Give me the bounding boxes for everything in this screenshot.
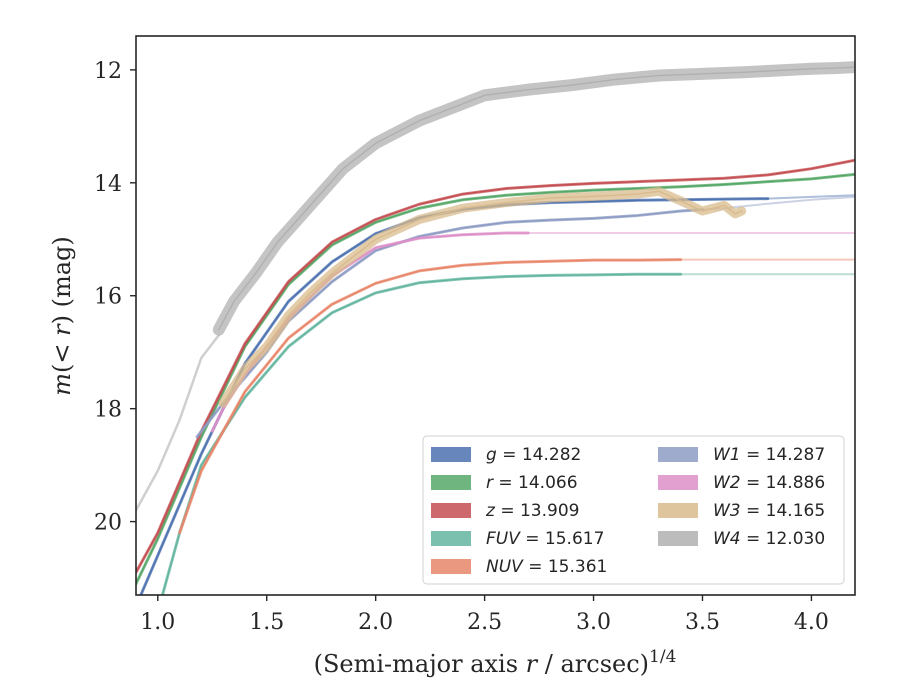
legend-item-w3: W3 = 14.165 <box>658 501 825 521</box>
x-tick-label: 1.0 <box>140 610 175 635</box>
x-tick-label: 2.5 <box>467 610 502 635</box>
legend-swatch <box>658 475 698 490</box>
series-w4 <box>212 61 855 336</box>
legend-label: FUV = 15.617 <box>486 529 604 549</box>
series-nuv-line <box>178 258 682 534</box>
legend-label: g = 14.282 <box>486 445 581 465</box>
legend-label: NUV = 15.361 <box>486 557 607 577</box>
legend-item-w2: W2 = 14.886 <box>658 473 825 493</box>
legend-swatch <box>431 475 471 490</box>
series-g-extrapolated-line <box>766 194 855 200</box>
legend-item-fuv: FUV = 15.617 <box>431 529 604 549</box>
legend-swatch <box>431 531 471 546</box>
plot-frame <box>135 35 856 596</box>
x-tick-label: 3.5 <box>685 610 720 635</box>
series-w4-line <box>218 66 855 331</box>
series-nuv <box>178 258 855 535</box>
x-axis-title: (Semi-major axis r / arcsec)1/4 <box>314 647 677 678</box>
series-w4-inner-line <box>136 334 221 512</box>
legend-label: W3 = 14.165 <box>713 501 825 521</box>
legend-swatch <box>431 447 471 462</box>
x-tick-label: 1.5 <box>249 610 284 635</box>
legend-label: W4 = 12.030 <box>713 529 825 549</box>
x-axis-ticks: 1.0 1.5 2.0 2.5 3.0 3.5 4.0 <box>140 595 829 635</box>
legend-swatch <box>431 503 471 518</box>
legend-swatch <box>431 559 471 574</box>
series-w1-line <box>196 208 704 438</box>
y-axis-title: m(< r) (mag) <box>48 236 76 396</box>
legend-item-z: z = 13.909 <box>431 501 579 521</box>
legend-label: W1 = 14.287 <box>713 445 825 465</box>
legend: g = 14.282 r = 14.066 z = 13.909 FUV = 15.6… <box>422 435 845 585</box>
x-tick-label: 2.0 <box>358 610 393 635</box>
legend-frame <box>422 435 845 585</box>
legend-label: z = 13.909 <box>485 501 579 521</box>
legend-swatch <box>658 531 698 546</box>
series-z <box>136 158 855 574</box>
legend-swatch <box>658 503 698 518</box>
legend-item-r: r = 14.066 <box>431 473 578 493</box>
legend-label: W2 = 14.886 <box>713 473 825 493</box>
legend-item-nuv: NUV = 15.361 <box>431 557 607 577</box>
y-tick-label: 14 <box>94 172 122 197</box>
series-w3 <box>218 186 747 408</box>
x-tick-label: 4.0 <box>794 610 829 635</box>
y-tick-label: 20 <box>94 511 122 536</box>
y-tick-label: 12 <box>94 59 122 84</box>
y-tick-label: 16 <box>94 285 122 310</box>
y-axis-ticks: 12 14 16 18 20 <box>94 59 136 536</box>
legend-item-w4: W4 = 12.030 <box>658 529 825 549</box>
x-tick-label: 3.0 <box>576 610 611 635</box>
legend-item-w1: W1 = 14.287 <box>658 445 825 465</box>
series-w3-line <box>222 190 743 404</box>
series-z-line <box>136 159 855 574</box>
series-layer <box>136 61 855 595</box>
legend-item-g: g = 14.282 <box>431 445 581 465</box>
legend-label: r = 14.066 <box>486 473 578 493</box>
legend-swatch <box>658 447 698 462</box>
y-tick-label: 18 <box>94 398 122 423</box>
